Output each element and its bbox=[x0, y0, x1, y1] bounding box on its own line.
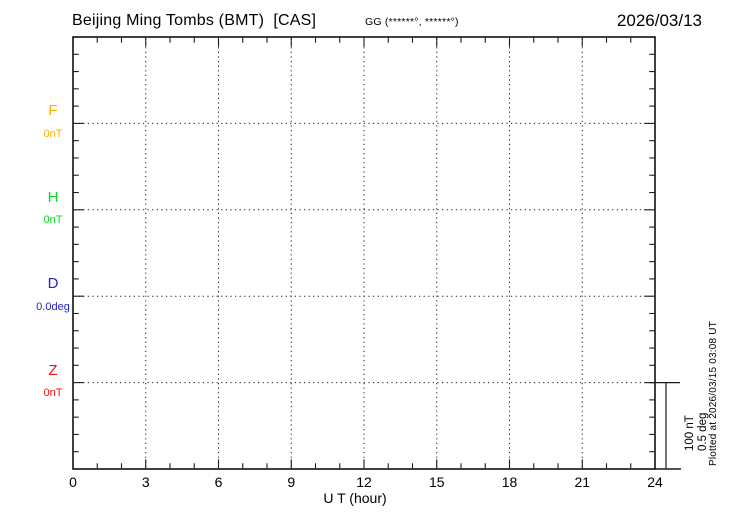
scale-bar-labels: 100 nT 0.5 deg bbox=[684, 413, 710, 451]
x-tick-label-21: 21 bbox=[574, 474, 591, 490]
x-tick-label-24: 24 bbox=[647, 474, 663, 490]
scale-bar-label-nt: 100 nT bbox=[684, 415, 696, 451]
plotted-at-note: Plotted at 2026/03/15 03:08 UT bbox=[708, 321, 719, 466]
channel-baseline-value-Z: 0nT bbox=[43, 387, 63, 400]
x-tick-label-0: 0 bbox=[69, 474, 77, 490]
x-tick-label-15: 15 bbox=[428, 474, 445, 490]
x-tick-label-18: 18 bbox=[501, 474, 518, 490]
channel-baseline-value-H: 0nT bbox=[43, 214, 63, 227]
plot-frame bbox=[72, 36, 656, 470]
geographic-coordinates-label: GG (******°, ******°) bbox=[365, 16, 459, 28]
channel-baseline-value-D: 0.0deg bbox=[36, 300, 70, 313]
channel-baseline-value-F: 0nT bbox=[43, 127, 63, 140]
page-title: Beijing Ming Tombs (BMT) [CAS] bbox=[72, 12, 317, 29]
channel-letter-F: F bbox=[48, 102, 58, 120]
x-axis-title: U T (hour) bbox=[323, 490, 387, 506]
observation-date-label: 2026/03/13 bbox=[616, 11, 702, 30]
channel-letter-D: D bbox=[47, 275, 59, 293]
x-tick-label-3: 3 bbox=[141, 474, 150, 490]
x-tick-label-12: 12 bbox=[356, 474, 372, 490]
x-tick-label-9: 9 bbox=[287, 474, 296, 490]
x-tick-label-6: 6 bbox=[214, 474, 223, 490]
channel-letter-Z: Z bbox=[48, 361, 58, 379]
channel-letter-H: H bbox=[47, 188, 59, 206]
